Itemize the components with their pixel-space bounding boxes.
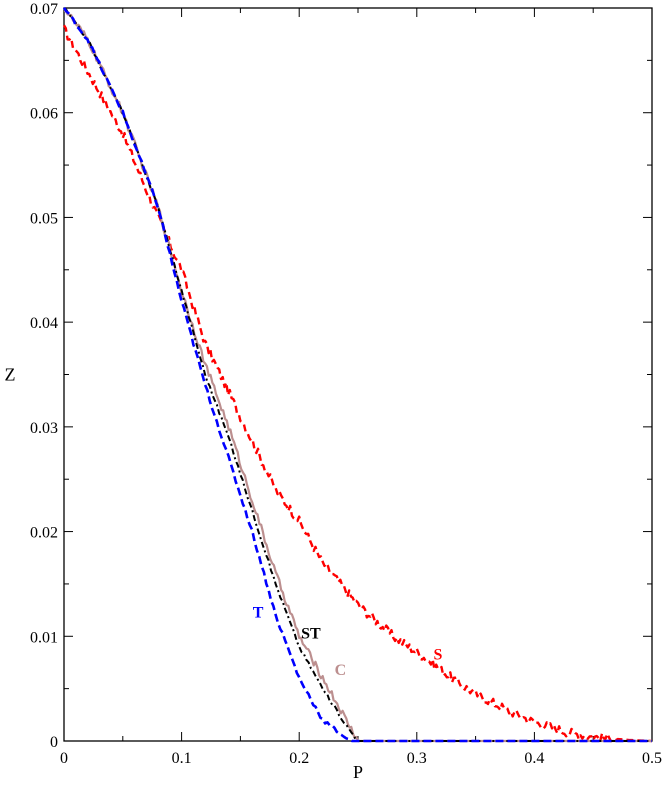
y-tick-label: 0.04 bbox=[30, 315, 58, 332]
x-axis-label: P bbox=[353, 762, 363, 782]
plot-frame bbox=[63, 7, 653, 742]
series-annotations: T ST C S bbox=[253, 604, 443, 679]
x-tick-label: 0.2 bbox=[289, 750, 309, 767]
series-lines bbox=[62, 7, 653, 743]
series-line-s bbox=[62, 24, 653, 743]
plot-border bbox=[63, 7, 653, 742]
y-tick-label: 0.07 bbox=[30, 1, 58, 18]
x-tick-label: 0.5 bbox=[642, 750, 662, 767]
axis-ticks: 0 0.1 0.2 0.3 0.4 0.5 0 0.01 0.02 0.03 0.04 0.05 0.0… bbox=[30, 1, 662, 767]
y-tick-label: 0.02 bbox=[30, 525, 58, 542]
series-label-s: S bbox=[434, 646, 443, 663]
series-line-st bbox=[63, 7, 652, 742]
x-tick-label: 0.1 bbox=[172, 750, 192, 767]
y-tick-label: 0.03 bbox=[30, 420, 58, 437]
y-tick-label: 0 bbox=[50, 734, 58, 751]
x-tick-label: 0.4 bbox=[524, 750, 544, 767]
series-label-t: T bbox=[253, 604, 264, 621]
x-tick-label: 0.3 bbox=[407, 750, 427, 767]
series-label-st: ST bbox=[301, 625, 321, 642]
series-label-c: C bbox=[335, 662, 347, 679]
series-line-c bbox=[63, 9, 652, 743]
y-tick-label: 0.06 bbox=[30, 106, 58, 123]
y-tick-label: 0.01 bbox=[30, 629, 58, 646]
x-tick-label: 0 bbox=[60, 750, 68, 767]
y-tick-label: 0.05 bbox=[30, 210, 58, 227]
series-line-t bbox=[62, 7, 652, 743]
y-axis-label: Z bbox=[5, 365, 16, 385]
